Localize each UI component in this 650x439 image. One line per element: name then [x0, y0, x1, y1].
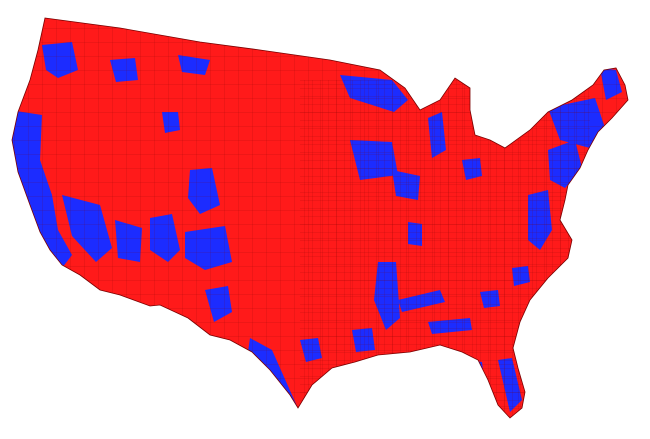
county-borders-east — [300, 80, 590, 418]
